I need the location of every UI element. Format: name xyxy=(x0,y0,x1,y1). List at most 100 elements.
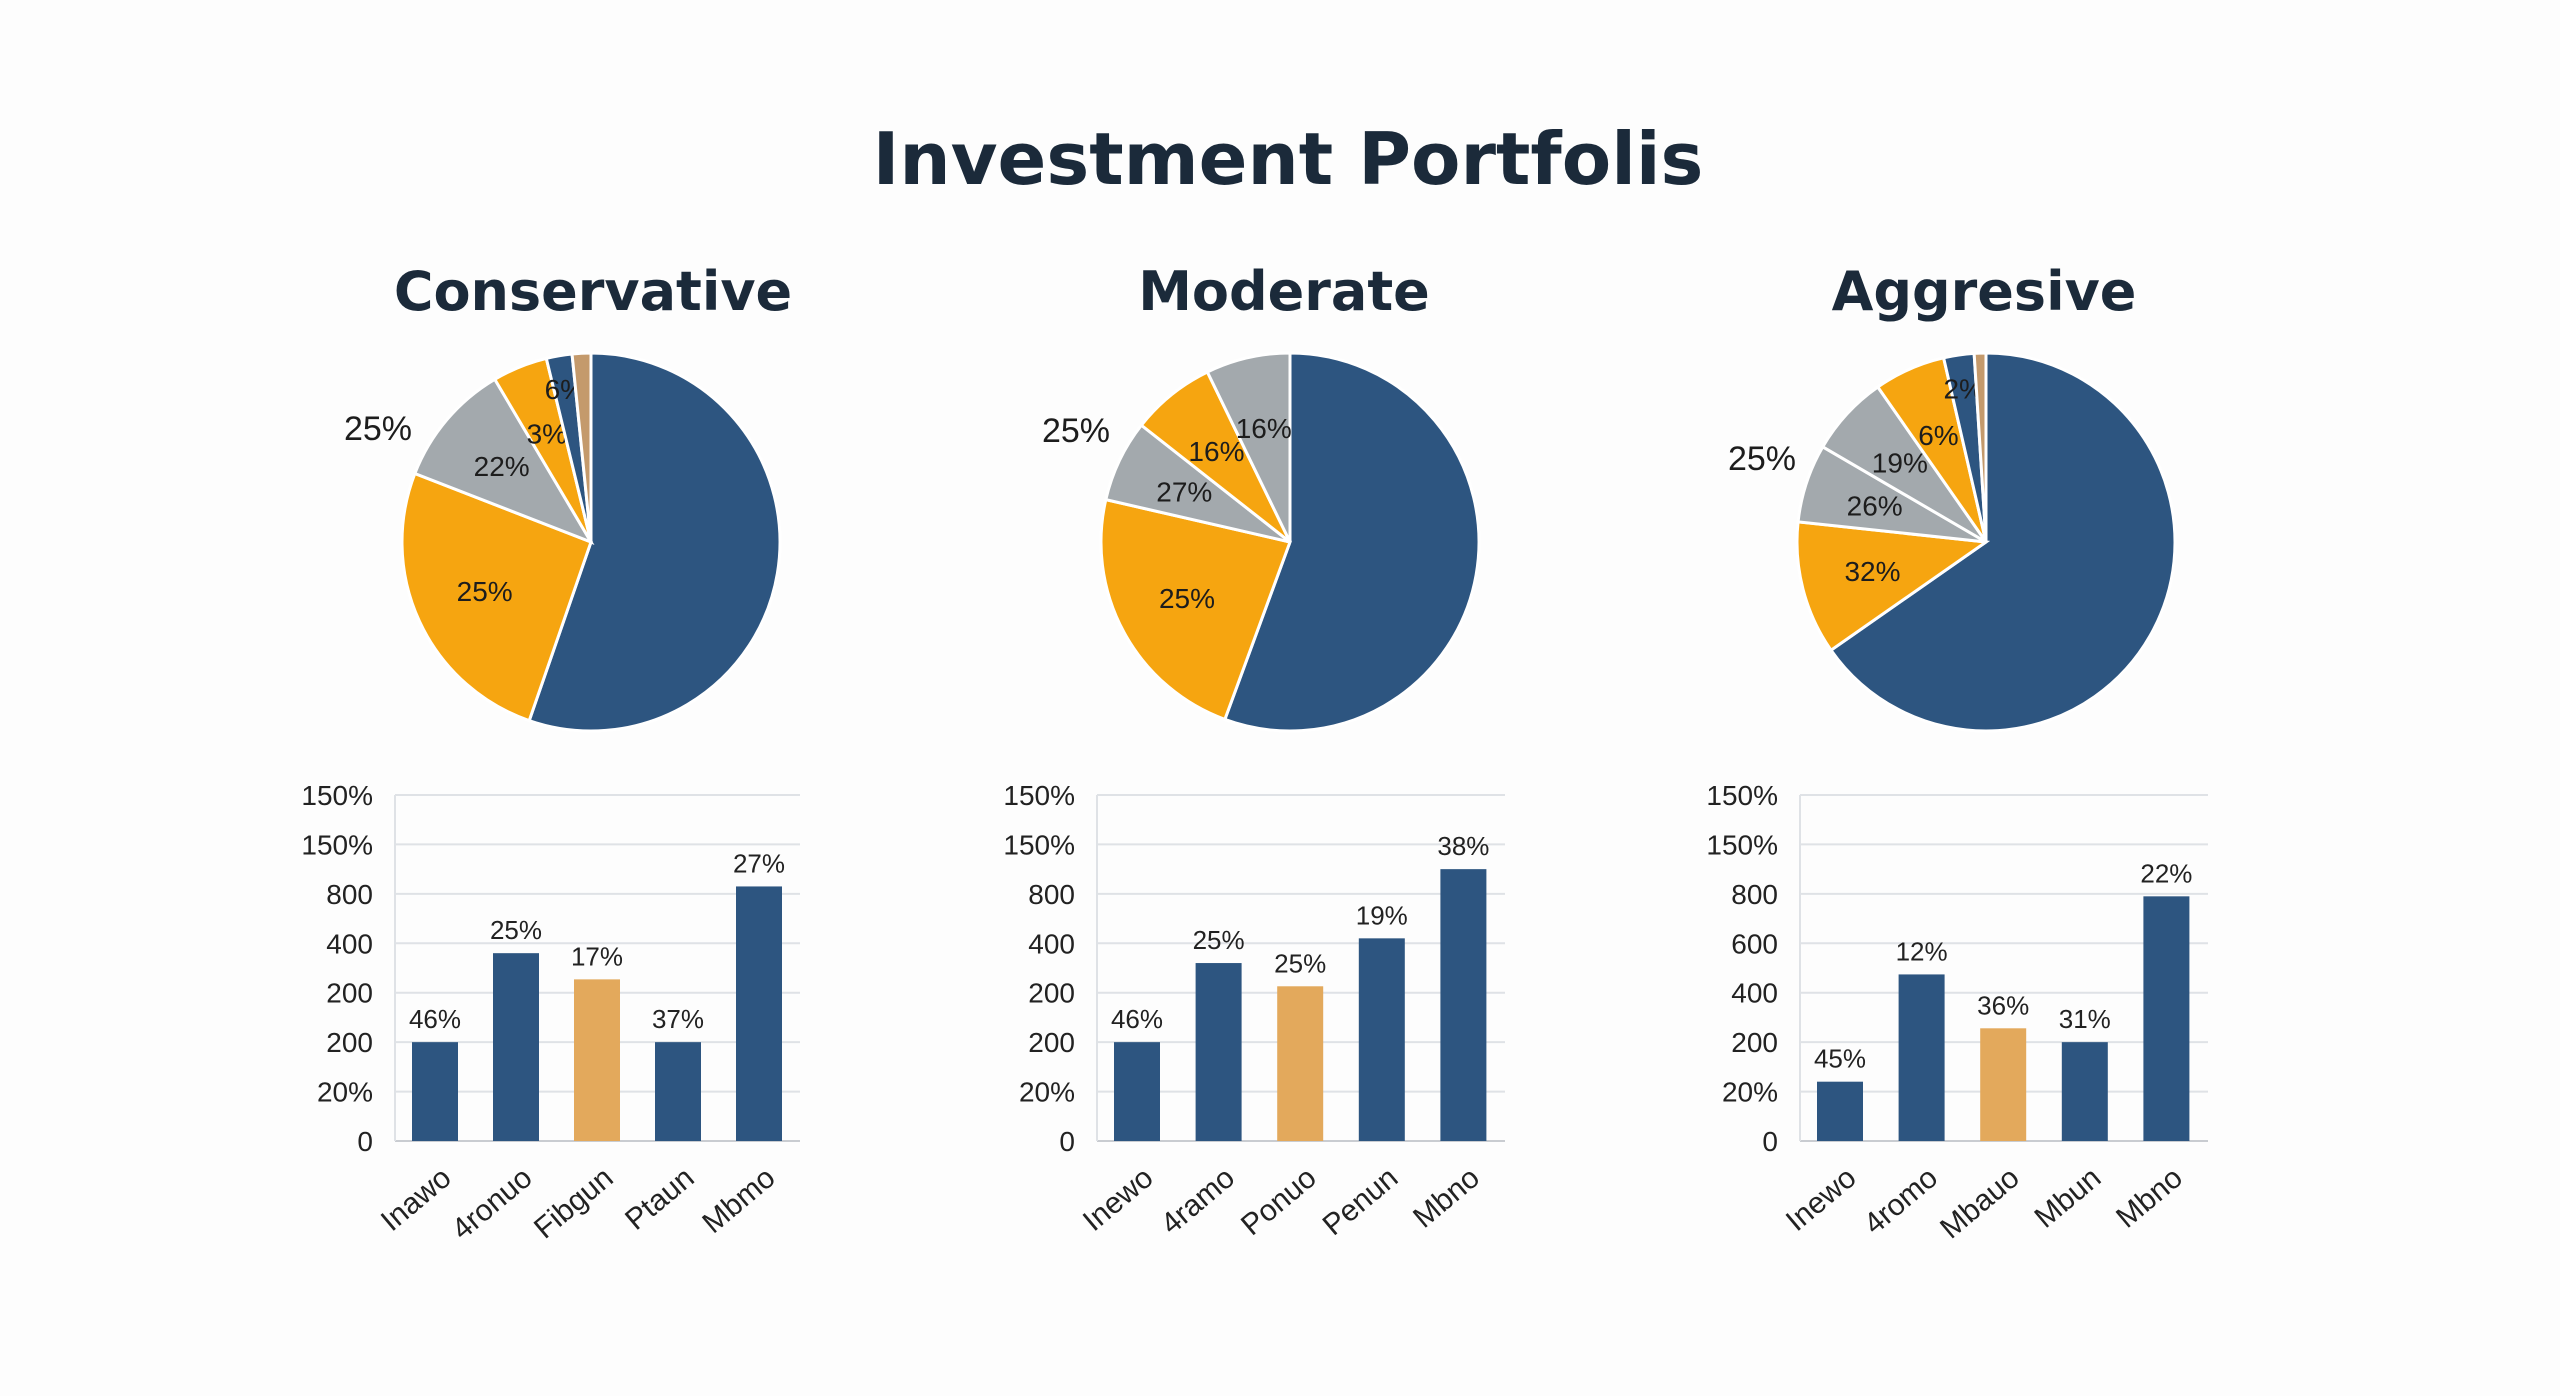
y-tick-label: 600 xyxy=(1731,928,1778,959)
bar-value-label: 27% xyxy=(733,848,785,878)
bar-value-label: 46% xyxy=(409,1004,461,1034)
pie-slice xyxy=(1795,520,1991,653)
x-category-label: Inawo xyxy=(375,1161,458,1238)
y-tick-label: 200 xyxy=(1731,1027,1778,1058)
x-category-label: Fibgun xyxy=(528,1161,619,1245)
x-category-label: 4ramo xyxy=(1155,1161,1241,1241)
bar xyxy=(493,953,539,1141)
y-tick-label: 200 xyxy=(1028,978,1075,1009)
pie-slice-label: 22% xyxy=(474,451,530,482)
y-tick-label: 0 xyxy=(1762,1126,1778,1157)
pie-slice xyxy=(570,351,593,543)
y-tick-label: 150% xyxy=(1706,780,1778,811)
y-tick-label: 0 xyxy=(357,1126,373,1157)
y-tick-label: 150% xyxy=(301,780,373,811)
y-tick-label: 800 xyxy=(1028,879,1075,910)
y-tick-label: 150% xyxy=(1003,829,1075,860)
y-tick-label: 150% xyxy=(301,829,373,860)
pie-slice xyxy=(400,471,593,723)
pie-slice-label: 6% xyxy=(1918,420,1958,451)
pie-slice xyxy=(1972,351,1988,543)
y-tick-label: 400 xyxy=(1028,928,1075,959)
y-tick-label: 400 xyxy=(326,928,373,959)
bar xyxy=(1898,974,1945,1141)
pie-outside-label: 25% xyxy=(344,410,412,448)
x-category-label: Mbun xyxy=(2029,1161,2108,1235)
portfolio-panel-aggresive: Aggresive32%26%19%6%2%25%020%20040060080… xyxy=(1706,260,2208,1245)
bar-value-label: 12% xyxy=(1896,936,1948,966)
x-category-label: Ptaun xyxy=(619,1161,700,1237)
bar-value-label: 22% xyxy=(2140,858,2192,888)
y-tick-label: 20% xyxy=(1722,1077,1778,1108)
bar-value-label: 46% xyxy=(1111,1004,1163,1034)
x-category-label: Mbauo xyxy=(1934,1161,2025,1245)
x-category-label: Ponuo xyxy=(1235,1161,1323,1242)
y-tick-label: 800 xyxy=(1731,879,1778,910)
x-category-label: Mbno xyxy=(2110,1161,2189,1235)
y-tick-label: 400 xyxy=(1731,978,1778,1009)
bar xyxy=(1277,986,1324,1141)
portfolio-panel-moderate: Moderate 25% 27% 16%16% 25% 0 20% 200 200 400 800 1… xyxy=(1003,260,1505,1242)
pie-slice-label: 19% xyxy=(1872,448,1928,479)
figure-title: Investment Portfolis xyxy=(873,117,1704,201)
pie-outside-label: 25% xyxy=(1042,412,1110,450)
pie-slice-label: 16% xyxy=(1188,436,1244,467)
y-tick-label: 200 xyxy=(326,1027,373,1058)
y-tick-label: 150% xyxy=(1706,829,1778,860)
bar-chart: 0 20% 200 200 400 800 150% 150% 46% Inewo 25% 4ramo… xyxy=(1003,780,1505,1242)
bar xyxy=(655,1042,701,1141)
pie-slice-label: 16% xyxy=(1236,413,1292,444)
pie-outside-label: 25% xyxy=(1728,440,1796,478)
y-tick-label: 0 xyxy=(1059,1126,1075,1157)
bar-value-label: 36% xyxy=(1977,990,2029,1020)
pie-slice xyxy=(412,377,595,545)
pie-title: Conservative xyxy=(394,260,792,323)
pie-slice-label: 3% xyxy=(527,418,567,449)
pie-slice xyxy=(1099,497,1292,722)
pie-slice-label: 26% xyxy=(1847,490,1903,521)
bar-chart: 0 20% 200 200 400 800 150% 150% 46% Inawo 25% 4ronu… xyxy=(301,780,800,1246)
bar-value-label: 38% xyxy=(1437,831,1489,861)
pie-slice-label: 25% xyxy=(457,576,513,607)
bar xyxy=(736,886,782,1141)
y-tick-label: 200 xyxy=(326,978,373,1009)
bar-value-label: 25% xyxy=(1193,925,1245,955)
bar-value-label: 17% xyxy=(571,941,623,971)
bar xyxy=(1358,938,1405,1141)
y-tick-label: 800 xyxy=(326,879,373,910)
bar xyxy=(412,1042,458,1141)
bar-value-label: 25% xyxy=(1274,948,1326,978)
x-category-label: Mbno xyxy=(1407,1161,1486,1235)
portfolio-panel-conservative: Conservative25%22%3%6%25%020%20020040080… xyxy=(301,260,800,1246)
pie-title: Aggresive xyxy=(1832,260,2137,323)
pie-title: Moderate xyxy=(1138,260,1430,323)
x-category-label: Penun xyxy=(1317,1161,1405,1242)
bar-value-label: 45% xyxy=(1814,1044,1866,1074)
pie-slice-label: 27% xyxy=(1156,476,1212,507)
y-tick-label: 20% xyxy=(317,1077,373,1108)
pie-slice xyxy=(1222,351,1481,733)
bar xyxy=(2061,1042,2108,1141)
x-category-label: Mbmo xyxy=(696,1161,781,1240)
bar-value-label: 37% xyxy=(652,1004,704,1034)
bar xyxy=(1440,869,1487,1141)
bar xyxy=(1817,1081,1863,1141)
y-tick-label: 150% xyxy=(1003,780,1075,811)
x-category-label: 4romo xyxy=(1858,1161,1944,1241)
pie-slice-label: 32% xyxy=(1844,556,1900,587)
pie-slice xyxy=(1205,351,1292,543)
bar xyxy=(1980,1028,2027,1141)
y-tick-label: 20% xyxy=(1019,1077,1075,1108)
bar xyxy=(574,979,620,1141)
bar xyxy=(2143,896,2190,1141)
bar-value-label: 31% xyxy=(2059,1004,2111,1034)
x-category-label: Inewo xyxy=(1780,1161,1863,1238)
x-category-label: Inewo xyxy=(1077,1161,1160,1238)
bar-value-label: 25% xyxy=(490,915,542,945)
bar xyxy=(1195,963,1242,1141)
bar-chart: 0 20% 200 400 600 800 150% 150% 45% Inewo 12% 4romo… xyxy=(1706,780,2208,1245)
x-category-label: 4ronuo xyxy=(446,1161,539,1246)
y-tick-label: 200 xyxy=(1028,1027,1075,1058)
bar xyxy=(1114,1042,1160,1141)
